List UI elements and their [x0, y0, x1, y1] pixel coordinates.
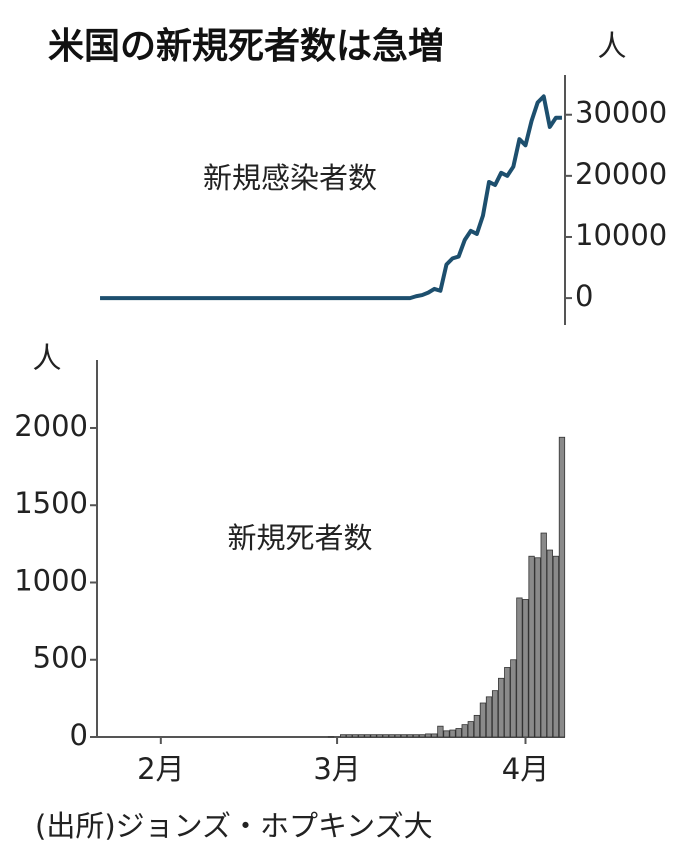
bar — [461, 724, 468, 738]
bar — [443, 730, 450, 738]
y-tick-label: 10000 — [575, 218, 667, 252]
y-unit: 人 — [32, 341, 61, 375]
bar — [522, 599, 529, 738]
bar — [406, 734, 414, 738]
bar — [419, 734, 426, 738]
bar — [528, 555, 535, 738]
annotation: 新規死者数 — [227, 521, 372, 555]
annotation: 新規感染者数 — [203, 161, 377, 195]
bar — [479, 702, 487, 738]
bar — [364, 734, 371, 738]
bar — [340, 734, 347, 738]
bar — [491, 690, 499, 738]
bar — [388, 734, 395, 738]
y-tick-label: 30000 — [575, 96, 667, 130]
bar — [431, 733, 438, 738]
x-tick-label: 4月 — [502, 752, 549, 786]
bar — [498, 677, 505, 738]
bar — [358, 734, 365, 738]
y-tick-label: 1000 — [14, 563, 88, 597]
line — [100, 94, 562, 301]
bar — [504, 667, 511, 738]
bar — [437, 725, 444, 738]
bar — [558, 436, 566, 738]
y-tick-label: 20000 — [575, 157, 667, 191]
bar — [485, 696, 493, 738]
chart-title: 米国の新規死者数は急増 — [48, 26, 444, 67]
bar — [516, 597, 523, 738]
bar — [540, 532, 547, 738]
bar — [376, 734, 383, 738]
y-tick-label: 500 — [33, 641, 88, 675]
x-tick-label: 2月 — [137, 752, 184, 786]
bar — [552, 555, 560, 738]
bar — [425, 733, 432, 738]
bar — [455, 728, 462, 738]
bar — [534, 557, 541, 738]
bar — [412, 734, 420, 738]
bar — [467, 721, 474, 738]
bar — [394, 734, 401, 738]
bar — [382, 734, 389, 738]
y-tick-label: 1500 — [14, 486, 88, 520]
bar — [510, 659, 517, 738]
bar — [370, 734, 377, 738]
bar — [352, 734, 359, 738]
bar — [449, 729, 456, 738]
bar — [473, 714, 481, 738]
bar — [400, 734, 408, 738]
bar — [546, 549, 553, 738]
y-tick-label: 2000 — [14, 409, 88, 443]
x-tick-label: 3月 — [313, 752, 360, 786]
y-unit: 人 — [597, 29, 626, 63]
y-tick-label: 0 — [70, 718, 88, 752]
bar — [346, 734, 353, 738]
source: (出所)ジョンズ・ホプキンズ大 — [35, 809, 433, 843]
y-tick-label: 0 — [575, 279, 593, 313]
